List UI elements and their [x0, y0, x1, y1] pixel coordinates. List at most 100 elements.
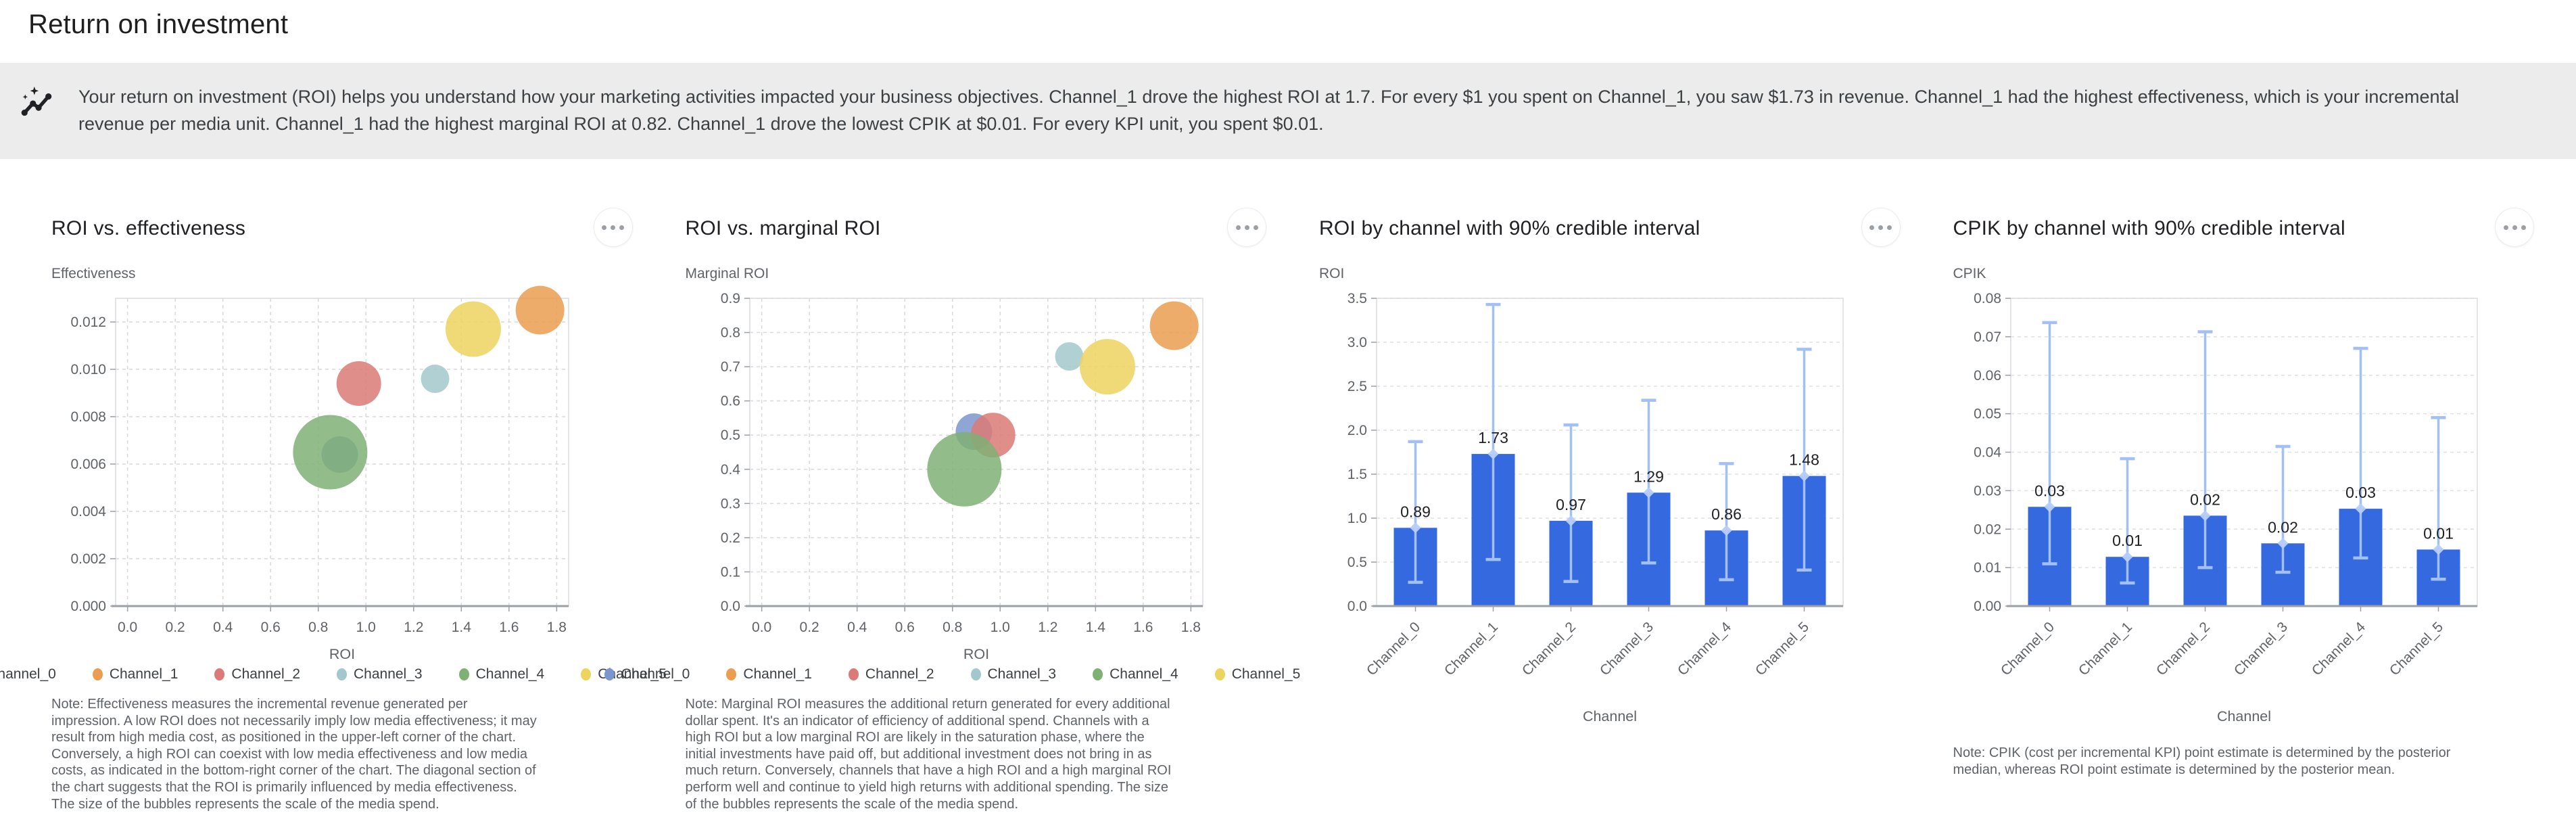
bar-value-label: 0.86: [1711, 505, 1742, 523]
svg-text:0.002: 0.002: [70, 551, 106, 567]
legend-label: Channel_5: [598, 666, 667, 682]
insights-icon: [20, 86, 54, 123]
svg-text:0.04: 0.04: [1974, 445, 2001, 461]
bubble-Channel_4[interactable]: [293, 415, 368, 490]
category-label: Channel_4: [1675, 619, 1734, 678]
bar-value-label: 1.73: [1478, 429, 1508, 446]
chart-title: ROI by channel with 90% credible interva…: [1319, 217, 1700, 239]
bubble-Channel_1[interactable]: [1149, 301, 1199, 350]
chart-card-roi-vs-effectiveness: ROI vs. effectiveness Effectiveness 0.00…: [0, 208, 667, 812]
chart-card-cpik-by-channel: CPIK by channel with 90% credible interv…: [1953, 208, 2539, 778]
chart-menu-button[interactable]: [2495, 208, 2534, 247]
chart-card-roi-by-channel: ROI by channel with 90% credible interva…: [1319, 208, 1905, 731]
legend-dot: [458, 668, 469, 680]
category-label: Channel_2: [2153, 619, 2212, 678]
legend-dot: [726, 668, 737, 680]
svg-text:0.05: 0.05: [1974, 407, 2001, 422]
svg-text:0.4: 0.4: [847, 620, 867, 635]
bubble-Channel_3[interactable]: [1055, 342, 1084, 371]
chart-title: ROI vs. marginal ROI: [685, 217, 881, 239]
charts-row: ROI vs. effectiveness Effectiveness 0.00…: [0, 208, 2576, 812]
legend-item-Channel_5[interactable]: Channel_5: [581, 666, 667, 683]
legend-item-Channel_4[interactable]: Channel_4: [1093, 666, 1178, 683]
legend-item-Channel_4[interactable]: Channel_4: [458, 666, 545, 683]
bar-value-label: 0.03: [2345, 484, 2376, 501]
legend-item-Channel_1[interactable]: Channel_1: [726, 666, 812, 683]
bar-value-label: 0.03: [2034, 482, 2065, 499]
svg-text:0.0: 0.0: [1347, 599, 1367, 614]
chart-menu-button[interactable]: [593, 208, 633, 247]
bubble-Channel_3[interactable]: [421, 365, 450, 393]
bubble-Channel_2[interactable]: [336, 361, 381, 406]
svg-text:0.06: 0.06: [1974, 368, 2001, 384]
svg-text:0.4: 0.4: [213, 620, 233, 635]
credible-interval-Channel_1: [1485, 302, 1501, 561]
legend-item-Channel_0[interactable]: Channel_0: [0, 666, 56, 683]
more-options-icon: [1867, 225, 1894, 230]
legend-item-Channel_1[interactable]: Channel_1: [92, 666, 178, 683]
legend-label: Channel_3: [987, 666, 1057, 682]
bar-value-label: 0.97: [1556, 496, 1586, 513]
legend-label: Channel_2: [865, 666, 934, 682]
category-label: Channel_5: [1752, 619, 1812, 678]
y-axis-title: Effectiveness: [51, 266, 136, 281]
legend-item-Channel_5[interactable]: Channel_5: [1214, 666, 1300, 683]
legend-item-Channel_3[interactable]: Channel_3: [970, 666, 1057, 683]
bar-value-label: 0.01: [2112, 532, 2143, 549]
credible-interval-Channel_0: [2042, 321, 2057, 565]
roi-vs-effectiveness-chart[interactable]: 0.000 0.002 0.004 0.006 0.008 0.010 0.012 0.0 0.…: [51, 285, 586, 664]
bubble-Channel_4[interactable]: [926, 432, 1001, 507]
legend-label: Channel_1: [743, 666, 812, 682]
legend-label: Channel_4: [475, 666, 545, 682]
category-label: Channel_5: [2386, 619, 2446, 678]
legend-label: Channel_0: [621, 666, 690, 682]
credible-interval-Channel_4: [2353, 346, 2368, 560]
svg-text:3.0: 3.0: [1347, 335, 1367, 350]
chart-menu-button[interactable]: [1861, 208, 1901, 247]
credible-interval-Channel_0: [1408, 440, 1423, 584]
more-options-icon: [1234, 225, 1260, 230]
svg-text:0.00: 0.00: [1974, 599, 2001, 614]
credible-interval-Channel_2: [1563, 423, 1579, 583]
svg-text:0.2: 0.2: [799, 620, 819, 635]
svg-text:0.8: 0.8: [720, 325, 740, 341]
svg-text:0.004: 0.004: [70, 504, 106, 519]
credible-interval-Channel_5: [2431, 416, 2446, 581]
legend-dot: [1093, 668, 1103, 680]
bar-value-label: 1.29: [1633, 467, 1664, 485]
chart-card-roi-vs-marginal-roi: ROI vs. marginal ROI Marginal ROI 0.0 0.1…: [604, 208, 1300, 812]
legend-item-Channel_2[interactable]: Channel_2: [848, 666, 934, 683]
roi-by-channel-chart[interactable]: 0.0 0.5 1.0 1.5 2.0 2.5 3.0 3.5 0.89 Channel_0 1.7…: [1319, 285, 1853, 731]
svg-text:0.012: 0.012: [70, 315, 106, 330]
category-label: Channel_4: [2308, 619, 2368, 678]
legend-item-Channel_3[interactable]: Channel_3: [337, 666, 423, 683]
svg-text:0.3: 0.3: [720, 496, 740, 511]
legend-dot: [970, 668, 981, 680]
legend-label: Channel_1: [109, 666, 178, 682]
svg-text:ROI: ROI: [329, 646, 355, 662]
svg-text:0.07: 0.07: [1974, 329, 2001, 345]
legend-item-Channel_2[interactable]: Channel_2: [214, 666, 300, 683]
roi-vs-marginal-roi-chart[interactable]: 0.0 0.1 0.2 0.3 0.4 0.5 0.6 0.7 0.8 0.9 0.0 0.2 0.4 0…: [686, 285, 1220, 664]
credible-interval-Channel_2: [2197, 330, 2212, 570]
legend-item-Channel_0[interactable]: Channel_0: [604, 666, 690, 683]
chart-legend: Channel_0 Channel_1 Channel_2 Channel_3 Chan…: [0, 666, 667, 683]
svg-text:0.02: 0.02: [1974, 522, 2001, 537]
bubble-Channel_5[interactable]: [445, 301, 501, 357]
svg-text:Channel: Channel: [2216, 708, 2270, 724]
svg-text:1.0: 1.0: [356, 620, 376, 635]
svg-text:0.008: 0.008: [70, 409, 106, 425]
bubble-Channel_5[interactable]: [1079, 339, 1135, 395]
chart-menu-button[interactable]: [1227, 208, 1266, 247]
svg-text:0.2: 0.2: [720, 530, 740, 546]
svg-text:0.08: 0.08: [1974, 291, 2001, 306]
chart-title: CPIK by channel with 90% credible interv…: [1953, 217, 2345, 239]
chart-title: ROI vs. effectiveness: [51, 217, 246, 239]
legend-label: Channel_2: [231, 666, 300, 682]
credible-interval-Channel_3: [2275, 444, 2290, 574]
legend-label: Channel_0: [0, 666, 56, 682]
category-label: Channel_3: [1597, 619, 1656, 678]
bubble-Channel_1[interactable]: [515, 285, 565, 335]
svg-text:0.2: 0.2: [166, 620, 185, 635]
cpik-by-channel-chart[interactable]: 0.00 0.01 0.02 0.03 0.04 0.05 0.06 0.07 0.08 0.03…: [1953, 285, 2487, 731]
